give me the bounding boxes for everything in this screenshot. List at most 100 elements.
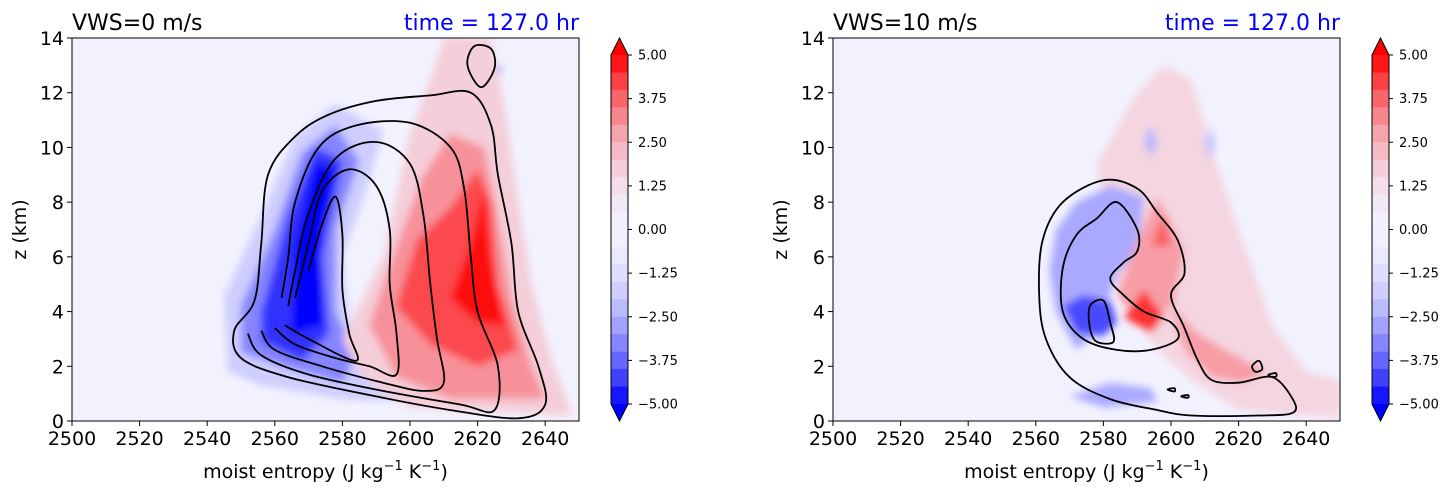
colorbar-band <box>611 264 628 283</box>
contour-line <box>260 141 446 392</box>
filled-region <box>450 188 505 326</box>
contour-line <box>246 120 501 414</box>
contour-line <box>1180 394 1190 399</box>
y-tick-label: 4 <box>52 302 64 324</box>
colorbar-extend-bottom <box>1372 404 1389 421</box>
x-tick-label: 2620 <box>1214 428 1262 450</box>
colorbar-tick-label: 2.50 <box>638 136 667 151</box>
colorbar-band <box>1372 299 1389 318</box>
colorbar-band <box>1372 316 1389 335</box>
colorbar-tick-label: 1.25 <box>1399 179 1428 194</box>
colorbar-band <box>1372 124 1389 143</box>
colorbar-band <box>611 212 628 230</box>
filled-region <box>1144 125 1158 159</box>
x-tick-label: 2580 <box>318 428 366 450</box>
x-axis-label-mid: K <box>1164 461 1183 483</box>
colorbar-tick-label: −3.75 <box>1399 354 1439 369</box>
y-tick-label: 8 <box>813 192 825 214</box>
colorbar-ticks: 5.00 3.75 2.50 1.25 0.00 −1.25 −2.50 −3.75 −5.00 <box>628 49 678 413</box>
panel-title-left: VWS=10 m/s <box>833 11 978 36</box>
colorbar-tick-label: 5.00 <box>638 49 667 64</box>
colorbar-band <box>1372 212 1389 230</box>
x-tick-label: 2640 <box>521 428 569 450</box>
colorbar-band <box>611 89 628 108</box>
filled-contours <box>1049 65 1340 419</box>
colorbar-tick-label: 0.00 <box>1399 223 1428 238</box>
colorbar-tick-label: −3.75 <box>638 354 678 369</box>
y-tick-label: 8 <box>52 192 64 214</box>
colorbar-bands <box>611 55 628 405</box>
filled-region <box>291 163 336 334</box>
y-tick-label: 4 <box>813 302 825 324</box>
y-tick-label: 10 <box>801 137 825 159</box>
colorbar: 5.00 3.75 2.50 1.25 0.00 −1.25 −2.50 −3.75 −5.00 <box>610 36 678 423</box>
x-axis-label: moist entropy (J kg−1 K−1) <box>203 459 448 483</box>
colorbar-band <box>1372 386 1389 405</box>
y-tick-label: 2 <box>813 356 825 378</box>
colorbar-tick-label: −2.50 <box>638 310 678 325</box>
x-axis-label-end: ) <box>1201 461 1208 483</box>
colorbar-band <box>1372 229 1389 248</box>
x-ticks: 2500 2520 2540 2560 2580 2600 2620 2640 <box>809 421 1330 450</box>
colorbar-band <box>1372 142 1389 161</box>
colorbar-tick-label: 3.75 <box>1399 92 1428 107</box>
colorbar-band <box>611 281 628 300</box>
colorbar-band <box>611 246 628 265</box>
colorbar-band <box>611 142 628 161</box>
x-axis-label-exp2: −1 <box>1182 459 1201 474</box>
x-tick-label: 2520 <box>115 428 163 450</box>
x-tick-label: 2620 <box>453 428 501 450</box>
x-axis-label-end: ) <box>440 461 447 483</box>
colorbar-band <box>1372 177 1389 195</box>
colorbar-band <box>611 299 628 318</box>
filled-region <box>1204 125 1215 159</box>
y-tick-label: 12 <box>40 83 64 105</box>
colorbar-bands <box>1372 55 1389 405</box>
filled-region <box>1069 382 1158 408</box>
colorbar: 5.00 3.75 2.50 1.25 0.00 −1.25 −2.50 −3.75 −5.00 <box>1371 36 1439 423</box>
colorbar-band <box>1372 281 1389 300</box>
colorbar-band <box>611 159 628 178</box>
colorbar-tick-label: 1.25 <box>638 179 667 194</box>
colorbar-band <box>611 194 628 213</box>
colorbar-band <box>1372 89 1389 108</box>
colorbar-tick-label: 3.75 <box>638 92 667 107</box>
contour-line <box>284 195 359 362</box>
x-axis-label-mid: K <box>403 461 422 483</box>
colorbar-band <box>1372 246 1389 265</box>
colorbar-band <box>611 369 628 387</box>
x-ticks: 2500 2520 2540 2560 2580 2600 2620 2640 <box>48 421 569 450</box>
colorbar-band <box>611 386 628 405</box>
colorbar-band <box>611 107 628 126</box>
colorbar-band <box>611 55 628 73</box>
y-tick-label: 14 <box>801 28 825 50</box>
colorbar-band <box>1372 107 1389 126</box>
contour-line <box>1038 178 1297 417</box>
contour-line <box>1166 387 1177 393</box>
x-tick-label: 2600 <box>386 428 434 450</box>
panel-right: 2500 2520 2540 2560 2580 2600 2620 2640 0 2 4 6 8 10… <box>770 11 1439 483</box>
colorbar-tick-label: −5.00 <box>1399 398 1439 413</box>
colorbar-band <box>1372 369 1389 387</box>
contour-line <box>232 89 548 420</box>
x-tick-label: 2500 <box>48 428 96 450</box>
x-tick-label: 2500 <box>809 428 857 450</box>
x-axis-label-exp1: −1 <box>1145 459 1164 474</box>
contour-lines <box>1038 178 1297 417</box>
x-tick-label: 2600 <box>1147 428 1195 450</box>
filled-contours <box>224 38 573 416</box>
colorbar-band <box>611 177 628 195</box>
y-ticks: 0 2 4 6 8 10 12 14 <box>801 28 833 433</box>
colorbar-extend-bottom <box>611 404 628 421</box>
colorbar-band <box>611 229 628 248</box>
colorbar-ticks: 5.00 3.75 2.50 1.25 0.00 −1.25 −2.50 −3.75 −5.00 <box>1389 49 1439 413</box>
filled-region <box>1096 65 1340 419</box>
y-ticks: 0 2 4 6 8 10 12 14 <box>40 28 72 433</box>
x-axis-label-exp2: −1 <box>421 459 440 474</box>
y-tick-label: 6 <box>813 247 825 269</box>
colorbar-tick-label: −2.50 <box>1399 310 1439 325</box>
contour-line <box>274 168 400 377</box>
colorbar-band <box>611 351 628 370</box>
colorbar-band <box>611 124 628 143</box>
